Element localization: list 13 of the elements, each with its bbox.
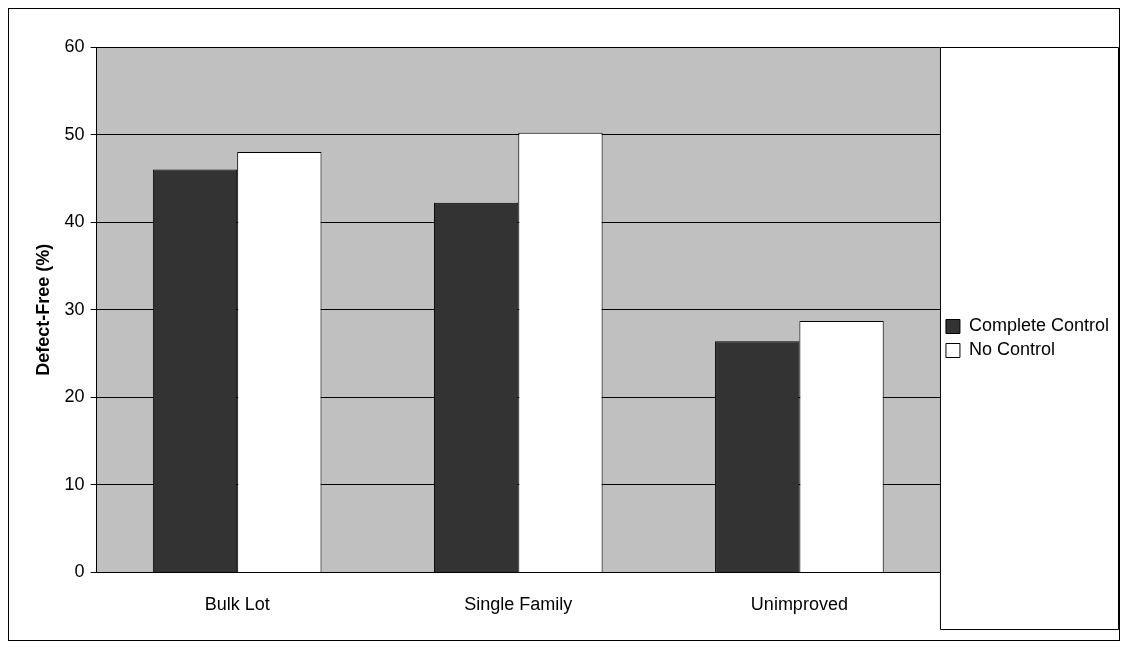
- legend-label: No Control: [968, 339, 1055, 360]
- y-axis-title: Defect-Free (%): [32, 243, 53, 376]
- x-tick-label: Single Family: [464, 594, 573, 615]
- y-tick-label: 0: [74, 561, 85, 582]
- y-tick-label: 40: [64, 211, 85, 232]
- y-tick-label: 20: [64, 386, 85, 407]
- y-tick-label: 50: [64, 123, 85, 144]
- y-tick-label: 10: [64, 473, 85, 494]
- x-tick-label: Bulk Lot: [204, 594, 270, 615]
- y-tick-label: 60: [64, 35, 85, 56]
- x-tick-label: Unimproved: [750, 594, 848, 615]
- legend-label: Complete Control: [968, 315, 1109, 336]
- y-tick-label: 30: [64, 298, 85, 319]
